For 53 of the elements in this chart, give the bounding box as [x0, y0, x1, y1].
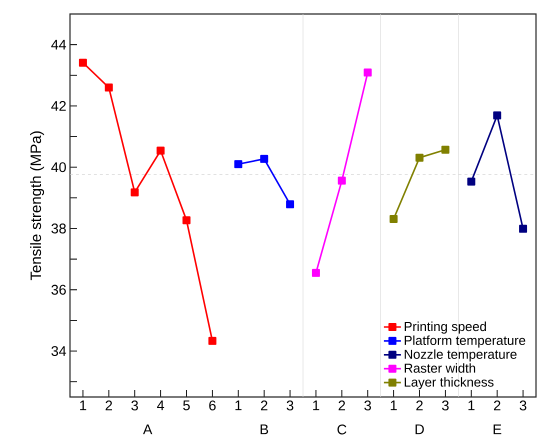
x-tick-label: 1 — [313, 400, 320, 410]
text: C — [338, 424, 346, 434]
x-tick-label: 3 — [364, 400, 372, 410]
x-tick-label: 6 — [209, 400, 216, 410]
y-tick-label: 38 — [51, 224, 66, 234]
x-tick-label: 1 — [390, 400, 397, 410]
legend-label: Platform temperature — [404, 335, 526, 348]
point — [234, 160, 242, 168]
y-tick-label: 40 — [51, 162, 66, 172]
point — [130, 188, 139, 196]
x-tick-label: 1 — [468, 400, 474, 410]
point — [182, 216, 190, 224]
point — [493, 111, 502, 120]
x-tick-label: 2 — [416, 400, 423, 410]
x-tick-label: 3 — [131, 400, 138, 410]
x-tick-label: 1 — [80, 400, 86, 410]
point — [156, 146, 165, 155]
y-tick-label: 42 — [51, 101, 66, 111]
point — [338, 176, 346, 185]
text: B — [260, 424, 268, 434]
x-tick-label: 4 — [157, 400, 164, 410]
x-tick-label: 2 — [338, 400, 346, 410]
point — [104, 84, 113, 92]
legend-label: Nozzle temperature — [404, 349, 517, 362]
text: A — [143, 424, 152, 434]
y-tick-label: 44 — [51, 40, 66, 50]
point — [312, 268, 320, 277]
x-tick-label: 1 — [235, 400, 242, 410]
point — [364, 68, 372, 77]
x-tick-label: 3 — [442, 400, 449, 410]
point — [208, 336, 216, 345]
legend-label: Layer thickness — [404, 377, 494, 390]
x-tick-label: 2 — [106, 400, 112, 410]
x-tick-label: 5 — [183, 400, 190, 410]
y-tick-label: 34 — [51, 346, 66, 356]
point — [441, 146, 450, 154]
point — [416, 154, 424, 162]
legend-label: Printing speed — [404, 322, 486, 334]
y-axis-title: Tensile strength (MPa) — [30, 131, 44, 280]
point — [467, 178, 476, 186]
legend-label: Raster width — [404, 363, 476, 373]
y-tick-label: 36 — [51, 284, 66, 295]
point — [260, 154, 268, 163]
x-tick-label: 3 — [520, 400, 526, 410]
x-tick-label: 3 — [286, 400, 294, 410]
point — [390, 214, 398, 223]
text: E — [494, 424, 502, 434]
point — [286, 200, 294, 208]
text: D — [416, 424, 424, 434]
point — [78, 58, 87, 67]
x-tick-label: 2 — [260, 400, 268, 410]
x-tick-label: 2 — [494, 400, 500, 410]
point — [519, 224, 528, 233]
